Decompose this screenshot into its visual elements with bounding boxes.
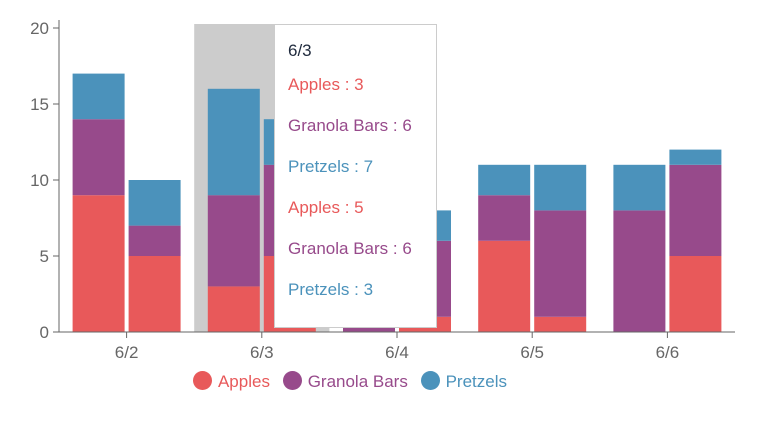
x-tick-label: 6/6 bbox=[656, 343, 680, 362]
legend-item-granola-bars[interactable]: Granola Bars bbox=[282, 371, 408, 392]
bar-segment-granola[interactable] bbox=[478, 195, 531, 241]
legend-label: Apples bbox=[217, 372, 270, 391]
y-tick-label: 10 bbox=[30, 171, 49, 190]
bar-segment-granola[interactable] bbox=[534, 210, 587, 317]
bar-segment-granola[interactable] bbox=[207, 195, 260, 287]
bar-segment-granola[interactable] bbox=[72, 119, 125, 196]
tooltip-row-pretzels: Pretzels : 7 bbox=[288, 157, 374, 176]
tooltip-row-granola-bars: Granola Bars : 6 bbox=[288, 116, 412, 135]
tooltip-row-apples: Apples : 5 bbox=[288, 198, 364, 217]
legend-label: Pretzels bbox=[445, 372, 508, 391]
legend-dot-icon bbox=[420, 371, 440, 390]
bar-segment-pretzels[interactable] bbox=[207, 88, 260, 196]
legend-dot-icon bbox=[282, 371, 302, 390]
tooltip-row-granola-bars: Granola Bars : 6 bbox=[288, 239, 412, 258]
bar-segment-apples[interactable] bbox=[669, 256, 722, 332]
bar-segment-apples[interactable] bbox=[207, 286, 260, 332]
bar-segment-pretzels[interactable] bbox=[72, 73, 125, 120]
legend-dot-icon bbox=[192, 371, 212, 390]
bar-segment-pretzels[interactable] bbox=[128, 180, 181, 226]
x-tick-label: 6/5 bbox=[520, 343, 544, 362]
y-tick-label: 0 bbox=[40, 323, 49, 342]
bar-segment-granola[interactable] bbox=[128, 225, 181, 256]
tooltip-title: 6/3 bbox=[288, 41, 312, 60]
bar-segment-granola[interactable] bbox=[669, 164, 722, 256]
bar-segment-apples[interactable] bbox=[72, 195, 125, 332]
x-tick-label: 6/4 bbox=[385, 343, 409, 362]
bar-segment-granola[interactable] bbox=[613, 210, 666, 332]
y-tick-label: 15 bbox=[30, 95, 49, 114]
legend-item-pretzels[interactable]: Pretzels bbox=[420, 371, 508, 392]
legend-item-apples[interactable]: Apples bbox=[192, 371, 270, 392]
y-tick-label: 20 bbox=[30, 19, 49, 38]
bar-segment-pretzels[interactable] bbox=[478, 164, 531, 196]
legend-label: Granola Bars bbox=[307, 372, 408, 391]
tooltip-row-pretzels: Pretzels : 3 bbox=[288, 280, 374, 299]
chart-tooltip: 6/3 Apples : 3 Granola Bars : 6 Pretzels… bbox=[274, 24, 437, 328]
chart-legend: Apples Granola Bars Pretzels bbox=[0, 371, 700, 392]
bar-segment-apples[interactable] bbox=[534, 316, 587, 332]
x-tick-label: 6/2 bbox=[115, 343, 139, 362]
tooltip-row-apples: Apples : 3 bbox=[288, 75, 364, 94]
y-tick-label: 5 bbox=[40, 247, 49, 266]
bar-segment-apples[interactable] bbox=[478, 240, 531, 332]
bar-segment-apples[interactable] bbox=[128, 256, 181, 332]
x-tick-label: 6/3 bbox=[250, 343, 274, 362]
bar-segment-pretzels[interactable] bbox=[669, 149, 722, 165]
bar-segment-pretzels[interactable] bbox=[534, 164, 587, 211]
bar-segment-pretzels[interactable] bbox=[613, 164, 666, 211]
